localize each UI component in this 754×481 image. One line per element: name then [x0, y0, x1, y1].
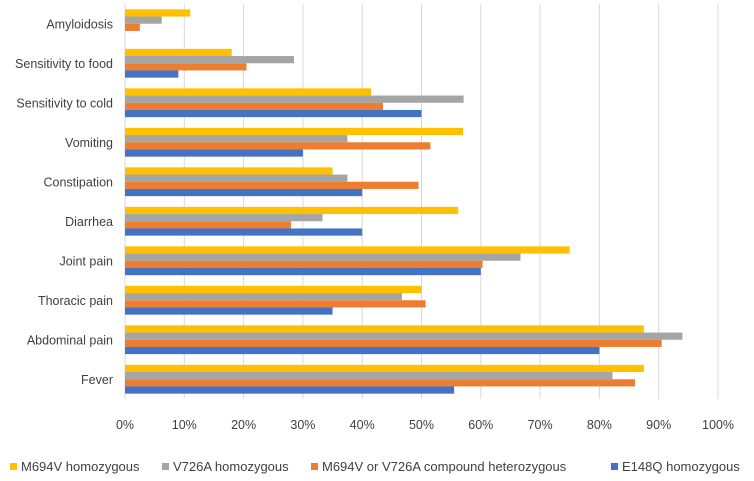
bar: [125, 214, 323, 222]
legend-label: M694V or V726A compound heterozygous: [322, 459, 567, 474]
bar: [125, 228, 363, 236]
bar: [125, 339, 662, 347]
category-label: Abdominal pain: [27, 333, 113, 347]
bar: [125, 221, 292, 229]
category-labels: Amyloidosis Sensitivity to food Sensitivit…: [15, 17, 113, 387]
x-tick-label: 30%: [290, 418, 315, 432]
bar: [125, 372, 613, 380]
x-tick-label: 90%: [646, 418, 671, 432]
category-label: Fever: [81, 373, 113, 387]
bar: [125, 364, 644, 373]
x-tick-label: 20%: [231, 418, 256, 432]
bar: [125, 102, 383, 110]
bar: [125, 95, 464, 103]
x-tick-label: 40%: [350, 418, 375, 432]
x-tick-label: 0%: [116, 418, 134, 432]
bar: [125, 325, 644, 333]
category-label: Sensitivity to cold: [16, 96, 113, 110]
x-tick-label: 100%: [702, 418, 734, 432]
bar: [125, 149, 303, 157]
bar: [125, 109, 422, 118]
bar: [125, 127, 464, 136]
bar: [125, 332, 683, 340]
legend-swatch: [311, 463, 318, 470]
bar: [125, 56, 294, 64]
bar: [125, 16, 162, 24]
legend-swatch: [10, 463, 17, 470]
category-label: Thoracic pain: [38, 294, 113, 308]
x-tick-labels: 0% 10% 20% 30% 40% 50% 60% 70% 80% 90% 100%: [116, 418, 734, 432]
bar: [125, 167, 333, 175]
x-tick-label: 70%: [528, 418, 553, 432]
legend-label: E148Q homozygous: [622, 459, 740, 474]
bar: [125, 346, 600, 355]
bar: [125, 253, 521, 261]
category-label: Diarrhea: [65, 215, 113, 229]
bar: [125, 307, 333, 315]
legend-label: V726A homozygous: [173, 459, 289, 474]
bar: [125, 63, 247, 71]
bar: [125, 246, 570, 254]
bar: [125, 88, 372, 96]
bar: [125, 48, 232, 57]
bar: [125, 300, 426, 308]
bar: [125, 386, 455, 394]
x-tick-label: 80%: [587, 418, 612, 432]
bar: [125, 379, 635, 387]
category-label: Joint pain: [59, 254, 113, 268]
legend-label: M694V homozygous: [21, 459, 140, 474]
bar: [125, 188, 363, 197]
category-label: Amyloidosis: [46, 17, 113, 31]
bars: [125, 9, 683, 394]
bar: [125, 206, 459, 215]
bar: [125, 174, 348, 182]
category-label: Vomiting: [65, 136, 113, 150]
bar: [125, 285, 422, 294]
bar: [125, 260, 483, 268]
bar: [125, 70, 179, 78]
bar: [125, 23, 140, 31]
bar: [125, 181, 419, 189]
x-tick-label: 50%: [409, 418, 434, 432]
x-tick-label: 60%: [468, 418, 493, 432]
legend-swatch: [611, 463, 618, 470]
bar: [125, 293, 402, 301]
bar: [125, 9, 191, 17]
legend: M694V homozygous V726A homozygous M694V or…: [10, 459, 740, 474]
x-tick-label: 10%: [172, 418, 197, 432]
category-label: Constipation: [44, 175, 114, 189]
legend-swatch: [162, 463, 169, 470]
bar: [125, 267, 481, 276]
bar: [125, 142, 431, 150]
category-label: Sensitivity to food: [15, 57, 113, 71]
bar: [125, 135, 348, 143]
